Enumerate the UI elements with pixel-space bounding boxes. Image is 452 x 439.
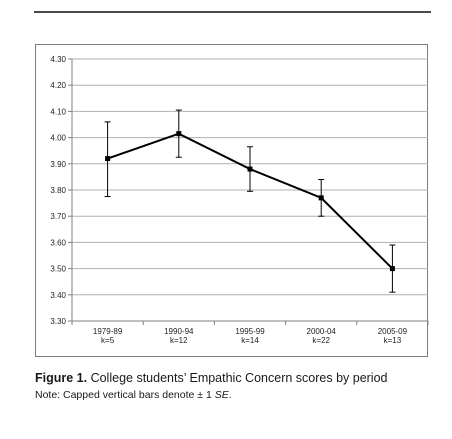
data-point [389, 266, 395, 272]
figure-frame [35, 44, 428, 357]
x-tick-label-k: k=5 [101, 336, 115, 345]
data-point [247, 166, 253, 172]
figure-caption: Figure 1. College students’ Empathic Con… [35, 370, 445, 386]
y-tick-label: 3.90 [50, 160, 66, 169]
y-tick-label: 3.70 [50, 212, 66, 221]
x-tick-label-k: k=12 [170, 336, 188, 345]
x-tick-label-period: 1979-89 [93, 327, 123, 336]
x-tick-label-period: 2005-09 [378, 327, 408, 336]
y-tick-label: 3.40 [50, 291, 66, 300]
y-tick-label: 3.30 [50, 317, 66, 326]
x-tick-label-period: 2000-04 [307, 327, 337, 336]
y-tick-label: 4.30 [50, 55, 66, 64]
data-point [318, 195, 324, 201]
figure-note-suffix: . [228, 389, 232, 401]
figure-caption-label: Figure 1. [35, 371, 88, 385]
y-tick-label: 3.60 [50, 238, 66, 247]
figure-note-italic: SE [214, 389, 229, 401]
figure-caption-text: College students’ Empathic Concern score… [90, 371, 388, 385]
x-tick-label-period: 1995-99 [235, 327, 265, 336]
figure-note: Note: Capped vertical bars denote ± 1 SE… [35, 388, 445, 402]
y-tick-label: 4.10 [50, 107, 66, 116]
figure-note-prefix: Note: Capped vertical bars denote ± 1 [35, 389, 215, 401]
data-point [176, 131, 182, 137]
y-tick-label: 3.80 [50, 186, 66, 195]
y-tick-label: 4.20 [50, 81, 66, 90]
x-tick-label-k: k=22 [312, 336, 330, 345]
data-point [105, 156, 111, 162]
x-tick-label-k: k=14 [241, 336, 259, 345]
y-tick-label: 3.50 [50, 265, 66, 274]
x-tick-label-period: 1990-94 [164, 327, 194, 336]
top-rule [34, 11, 431, 13]
y-tick-label: 4.00 [50, 134, 66, 143]
x-tick-label-k: k=13 [384, 336, 402, 345]
